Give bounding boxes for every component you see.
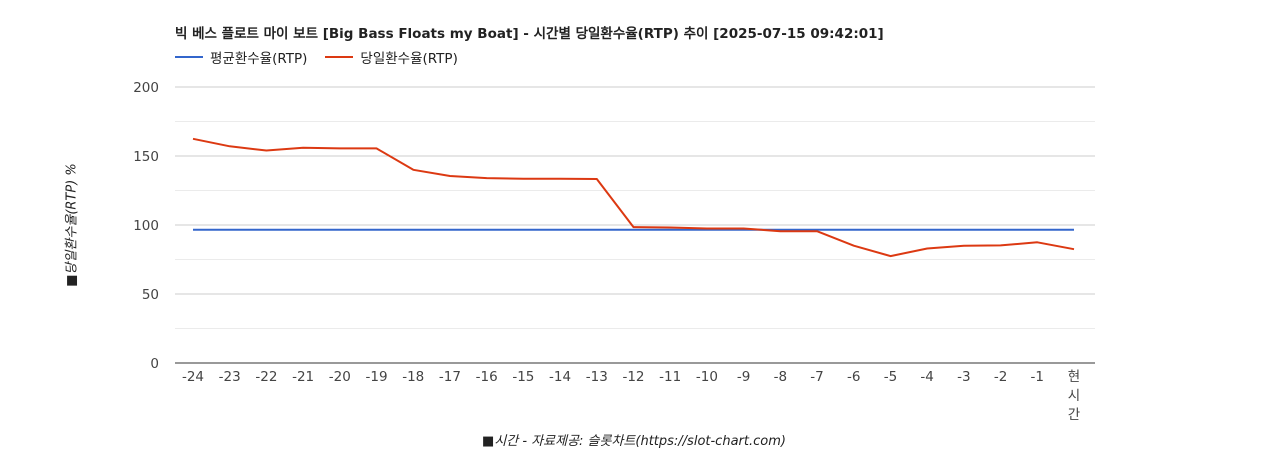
legend-item-average[interactable]: 평균환수율(RTP) [175,47,307,67]
x-tick-label: -24 [182,369,204,385]
x-tick-label: -20 [329,369,351,385]
legend-item-daily[interactable]: 당일환수율(RTP) [325,47,458,67]
x-tick-label: -8 [774,369,787,385]
legend-swatch-average [175,56,203,58]
x-tick-label: -18 [402,369,424,385]
x-tick-label: -14 [549,369,571,385]
x-tick-label: -6 [847,369,860,385]
legend-label-average: 평균환수율(RTP) [210,51,308,67]
x-tick-label: -5 [884,369,897,385]
x-tick-label: -2 [994,369,1007,385]
x-tick-label: -3 [957,369,970,385]
chart-title: 빅 베스 플로트 마이 보트 [Big Bass Floats my Boat]… [175,26,884,42]
x-tick-label: -7 [810,369,823,385]
legend-label-daily: 당일환수율(RTP) [360,51,458,67]
x-tick-label: -19 [366,369,388,385]
x-tick-label: -21 [292,369,314,385]
x-tick-label: -1 [1031,369,1044,385]
x-tick-label: -11 [659,369,681,385]
x-tick-label: -4 [920,369,933,385]
x-tick-label: -13 [586,369,608,385]
x-tick-label: -17 [439,369,461,385]
x-tick-label: -12 [622,369,644,385]
x-tick-label: -16 [476,369,498,385]
legend: 평균환수율(RTP) 당일환수율(RTP) [175,47,458,67]
series-line-daily-rtp [192,137,1075,258]
x-tick-label: -23 [219,369,241,385]
x-tick-label: -22 [255,369,277,385]
y-tick-label: 200 [133,80,159,96]
y-tick-label: 150 [133,149,159,165]
y-tick-label: 100 [133,218,159,234]
x-axis-label: ■시간 - 자료제공: 슬롯차트(https://slot-chart.com) [482,434,786,449]
y-tick-label: 50 [142,287,159,303]
x-tick-label: -10 [696,369,718,385]
legend-swatch-daily [325,56,354,58]
x-tick-label: -15 [512,369,534,385]
y-tick-label: 0 [150,356,159,372]
x-tick-label: -9 [737,369,750,385]
